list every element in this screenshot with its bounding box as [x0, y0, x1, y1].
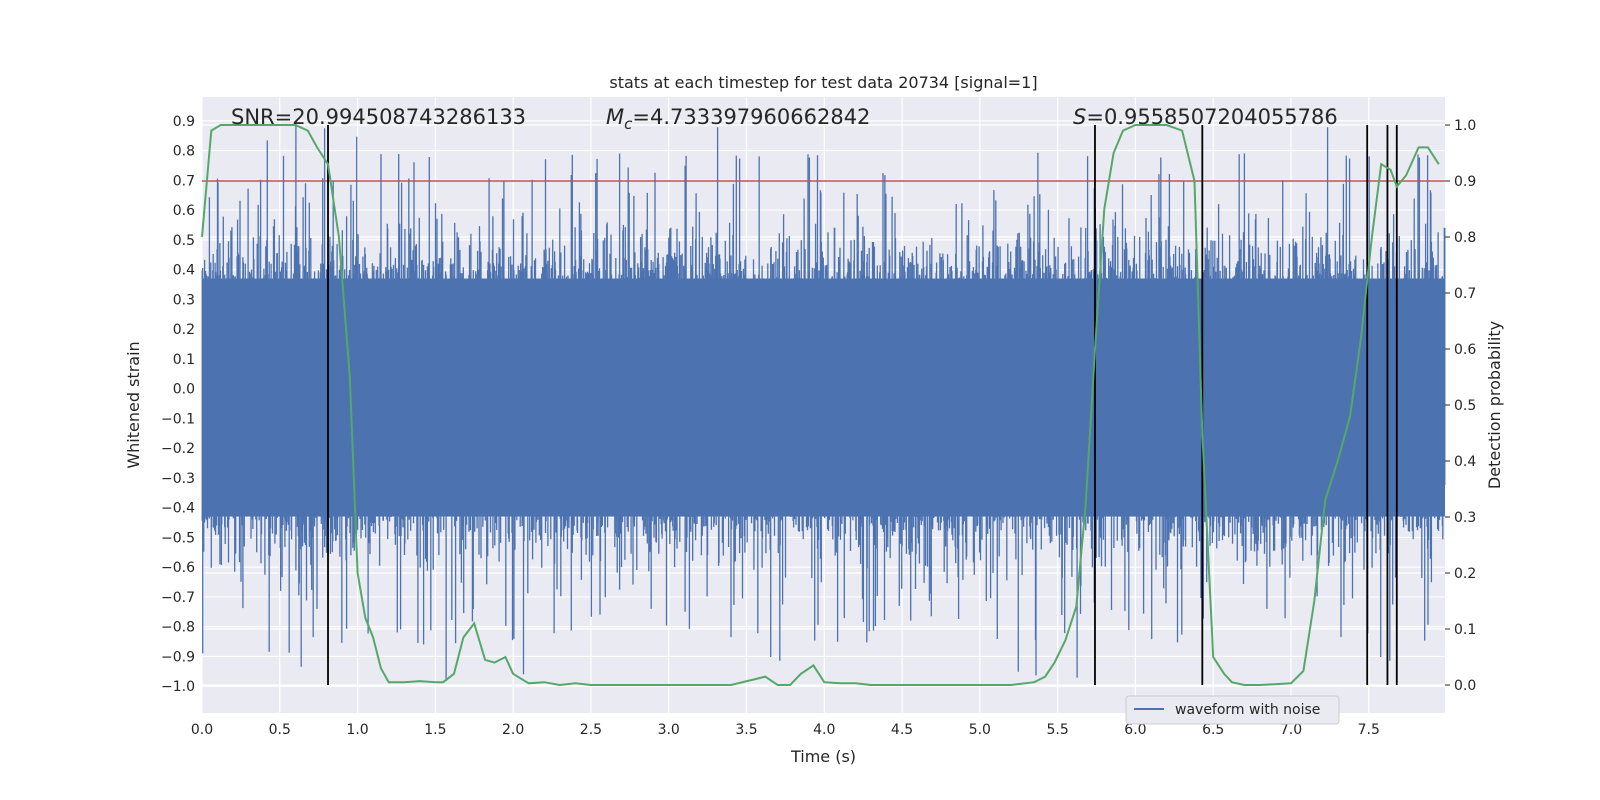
x-tick-label: 1.5: [424, 722, 446, 738]
axis-ticks: 0.0 0.5 1.0 1.5 2.0 2.5 3.0 3.5 4.0 4.5 5.0 5.5 6.0 6…: [161, 114, 1476, 738]
chart-title: stats at each timestep for test data 207…: [609, 73, 1037, 92]
legend-label: waveform with noise: [1175, 702, 1320, 718]
y-right-tick-label: 0.1: [1454, 622, 1476, 638]
y-right-tick-label: 0.4: [1454, 454, 1476, 470]
y-left-tick-label: 0.2: [173, 322, 195, 338]
y-right-tick-label: 1.0: [1454, 118, 1476, 134]
x-tick-label: 6.0: [1124, 722, 1146, 738]
chirp-mass-annotation: Mc=4.733397960662842: [606, 105, 870, 133]
y-right-tick-label: 0.5: [1454, 398, 1476, 414]
x-tick-label: 4.5: [891, 722, 913, 738]
y-left-tick-label: −0.1: [161, 411, 195, 427]
y-left-tick-label: 0.1: [173, 352, 195, 368]
y-axis-left-label: Whitened strain: [124, 341, 143, 468]
y-right-tick-label: 0.9: [1454, 174, 1476, 190]
y-right-tick-label: 0.7: [1454, 286, 1476, 302]
y-left-tick-label: 0.9: [173, 114, 195, 130]
y-left-tick-label: 0.0: [173, 382, 195, 398]
y-left-tick-label: −0.8: [161, 620, 195, 636]
statistic-annotation: S=0.9558507204055786: [1073, 105, 1338, 129]
x-tick-label: 2.5: [580, 722, 602, 738]
y-right-tick-label: 0.3: [1454, 510, 1476, 526]
y-left-tick-label: −0.4: [161, 501, 195, 517]
y-left-tick-label: −0.5: [161, 530, 195, 546]
legend: waveform with noise: [1125, 695, 1340, 725]
x-tick-label: 3.0: [658, 722, 680, 738]
detection-probability-line: [201, 124, 1440, 687]
legend-box: [1125, 695, 1340, 725]
y-left-tick-label: 0.6: [173, 203, 195, 219]
x-tick-label: 1.0: [346, 722, 368, 738]
y-left-tick-label: −0.3: [161, 471, 195, 487]
y-left-tick-label: −0.6: [161, 560, 195, 576]
snr-annotation: SNR=20.994508743286133: [231, 105, 526, 129]
x-tick-label: 3.5: [735, 722, 757, 738]
chirp-mass-value: =4.733397960662842: [632, 105, 870, 129]
y-left-tick-label: −0.9: [161, 649, 195, 665]
chirp-mass-subscript: c: [624, 115, 633, 133]
y-left-tick-label: −0.2: [161, 441, 195, 457]
x-tick-label: 6.5: [1202, 722, 1224, 738]
y-left-tick-label: 0.4: [173, 263, 195, 279]
chirp-mass-symbol: M: [606, 105, 624, 129]
vertical-marker-lines: [327, 125, 1398, 685]
waveform-with-noise-series: [201, 125, 1446, 682]
y-left-tick-label: −1.0: [161, 679, 195, 695]
detection-probability-series: [201, 124, 1440, 687]
statistic-value: =0.9558507204055786: [1086, 105, 1337, 129]
x-axis-label: Time (s): [790, 747, 856, 766]
x-tick-label: 2.0: [502, 722, 524, 738]
y-left-tick-label: −0.7: [161, 590, 195, 606]
y-left-tick-label: 0.3: [173, 292, 195, 308]
waveform-trace: [201, 125, 1446, 682]
x-tick-label: 5.5: [1046, 722, 1068, 738]
y-left-tick-label: 0.7: [173, 173, 195, 189]
x-tick-label: 0.5: [269, 722, 291, 738]
x-tick-label: 7.0: [1280, 722, 1302, 738]
y-right-tick-label: 0.2: [1454, 566, 1476, 582]
y-left-tick-label: 0.5: [173, 233, 195, 249]
x-tick-label: 4.0: [813, 722, 835, 738]
statistic-symbol: S: [1073, 105, 1086, 129]
x-tick-label: 0.0: [191, 722, 213, 738]
y-right-tick-label: 0.8: [1454, 230, 1476, 246]
x-tick-label: 5.0: [969, 722, 991, 738]
y-axis-right-label: Detection probability: [1485, 321, 1504, 489]
y-right-tick-label: 0.0: [1454, 678, 1476, 694]
y-left-tick-label: 0.8: [173, 144, 195, 160]
x-tick-label: 7.5: [1358, 722, 1380, 738]
y-right-tick-label: 0.6: [1454, 342, 1476, 358]
